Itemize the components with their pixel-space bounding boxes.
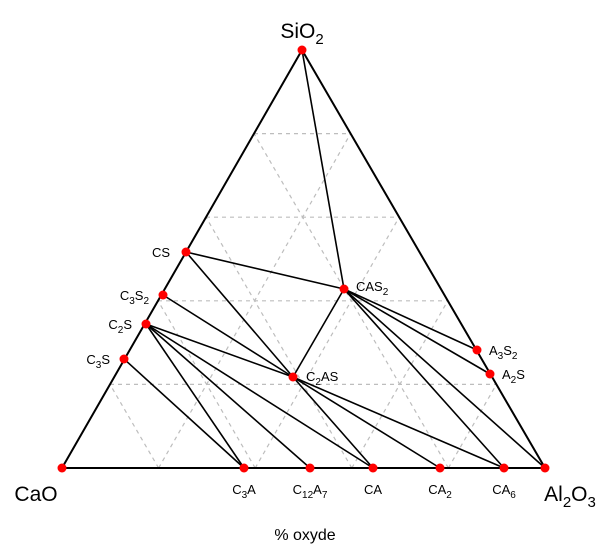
phase-point-al2o3	[540, 463, 550, 473]
tie-line-cas2-a3s2	[343, 288, 478, 351]
tie-line-cas2-c2as	[292, 288, 345, 378]
phase-point-c2s	[141, 319, 151, 329]
tie-line-c2s-c3a	[145, 323, 245, 469]
phase-label-cas2: CAS2	[356, 279, 389, 298]
phase-point-cas2	[339, 284, 349, 294]
phase-point-c3s	[119, 354, 129, 364]
phase-point-cs	[181, 247, 191, 257]
phase-label-c3a: C3A	[232, 482, 256, 501]
tie-line-c2s-ca	[145, 323, 374, 469]
phase-label-c12a7: C12A7	[293, 482, 328, 501]
tie-line-cas2-al2o3	[343, 288, 546, 469]
tie-line-c2as-ca	[292, 376, 374, 469]
tie-line-c2s-c2as	[145, 323, 294, 378]
phase-label-c2as: C2AS	[306, 369, 339, 388]
phase-label-al2o3: Al2O3	[544, 483, 596, 511]
tie-line-cas2-a2s	[343, 288, 491, 375]
grid-line	[109, 384, 160, 469]
tie-line-c3s-c3a	[123, 358, 245, 469]
phase-label-ca2: CA2	[428, 482, 452, 501]
triangle-edge	[60, 48, 547, 469]
phase-point-c12a7	[305, 463, 315, 473]
grid-line	[158, 133, 352, 469]
phase-point-ca	[368, 463, 378, 473]
triangle-outline	[60, 48, 547, 469]
phase-point-sio2	[297, 45, 307, 55]
phase-labels: SiO2 CaO Al2O3 CS C3S2 C2S C3S CAS2 C2AS A3S2 A2S C…	[14, 20, 595, 511]
phase-label-a3s2: A3S2	[489, 343, 518, 362]
phase-point-c3a	[239, 463, 249, 473]
dashed-grid	[109, 133, 497, 469]
phase-point-cao	[57, 463, 67, 473]
phase-label-cs: CS	[152, 245, 170, 260]
tie-line-cas2-ca6	[343, 288, 505, 469]
phase-points	[57, 45, 550, 473]
phase-label-ca: CA	[364, 482, 382, 497]
phase-label-c3s2: C3S2	[120, 288, 150, 307]
phase-point-a3s2	[472, 345, 482, 355]
tie-line-sio2-cas2	[301, 49, 345, 290]
phase-point-ca6	[499, 463, 509, 473]
tie-lines	[123, 49, 546, 469]
phase-point-ca2	[435, 463, 445, 473]
phase-label-sio2: SiO2	[280, 20, 323, 48]
tie-line-c2s-c12a7	[145, 323, 311, 469]
phase-label-c2s: C2S	[108, 317, 132, 336]
phase-label-a2s: A2S	[502, 367, 525, 386]
grid-line	[254, 216, 400, 469]
phase-point-c2as	[288, 372, 298, 382]
grid-line	[447, 384, 497, 469]
tie-line-c2as-ca2	[292, 376, 441, 469]
tie-line-cs-cas2	[185, 251, 345, 290]
tie-line-cs-c2as	[185, 251, 294, 378]
phase-point-a2s	[485, 369, 495, 379]
phase-point-c3s2	[158, 290, 168, 300]
grid-line	[205, 216, 353, 469]
caption: % oxyde	[274, 527, 335, 544]
phase-label-c3s: C3S	[86, 352, 110, 371]
grid-line	[253, 133, 449, 469]
phase-label-ca6: CA6	[492, 482, 516, 501]
phase-label-cao: CaO	[14, 483, 57, 506]
tie-line-c2as-ca6	[292, 376, 505, 469]
tie-line-c3s2-c2as	[162, 294, 294, 378]
